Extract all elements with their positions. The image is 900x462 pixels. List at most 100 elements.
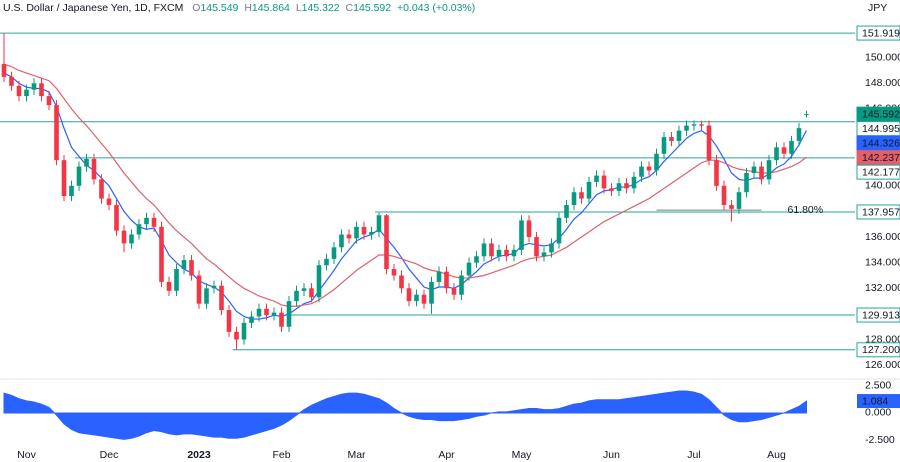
candle-body [24,89,29,97]
candle-body [31,83,37,90]
y-tick-label: 150.000 [865,51,900,63]
x-tick-label: Mar [347,449,366,461]
symbol-title: U.S. Dollar / Japanese Yen, 1D, FXCM [3,2,183,14]
candle-body [526,220,532,238]
candle-body [466,262,472,276]
candle-body [616,183,622,191]
candle-body [586,181,592,199]
candle-body [144,217,149,225]
candle-body [459,275,464,295]
candle-body [384,215,389,270]
header: U.S. Dollar / Japanese Yen, 1D, FXCM O14… [3,2,475,14]
price-label-box [856,204,900,220]
candle-body [226,310,232,332]
candle-body [676,130,682,141]
candle-body [699,124,704,126]
y-tick-label: 136.000 [865,231,900,243]
candle-body [744,172,749,193]
price-label-box [856,25,900,41]
low-value: 145.322 [302,2,340,14]
candle-body [166,281,172,291]
candle-body [361,226,367,235]
candle-body [189,260,194,276]
candle-body [234,331,239,340]
price-label: 144.995 [862,123,900,135]
high-value: 145.864 [252,2,290,14]
price-label: 129.913 [862,309,900,321]
price-label: 142.177 [862,166,900,178]
open-value: 145.549 [200,2,238,14]
price-label: 151.919 [862,27,900,39]
candle-body [99,179,104,199]
candle-body [1,64,7,77]
candle-body [294,290,299,302]
candle-body [219,285,224,311]
candle-body [151,217,157,227]
candle-body [196,275,202,304]
x-tick-label: Aug [767,449,786,461]
candle-body [129,234,134,244]
candle-body [421,294,427,304]
candle-body [429,281,434,304]
candle-body [639,166,644,177]
candle-body [54,105,59,161]
currency: JPY [868,2,887,14]
candle-body [601,175,607,189]
x-tick-label: Feb [272,449,290,461]
y-tick-label: 132.000 [865,282,900,294]
candle-body [76,166,82,186]
candle-body [376,215,382,232]
candle-body [781,147,787,154]
y-tick-label: 140.000 [865,180,900,192]
candle-body [249,316,254,323]
candle-body [399,275,404,289]
x-tick-label: Jul [687,449,700,461]
candle-body [714,160,719,186]
candle-body [729,205,734,209]
candle-body [91,158,97,180]
candle-body [594,175,599,182]
candle-body [159,226,164,282]
y-tick-label: 148.000 [865,77,900,89]
change: +0.043 (+0.03%) [397,2,475,14]
candle-body [414,294,419,302]
candle-body [496,249,502,257]
candle-body [174,269,179,291]
candle-body [46,96,52,106]
candle-body [339,234,344,248]
x-tick-label: Jun [603,449,620,461]
candle-body [736,192,742,209]
candle-body [684,125,689,131]
candle-body [691,124,697,126]
price-label-box [856,307,900,323]
candle-body [136,224,142,235]
candle-body [204,288,209,304]
candle-body [369,231,374,235]
high-label: H [244,2,252,14]
candle-body [661,137,667,154]
candle-body [121,230,127,244]
oscillator-area [3,390,807,440]
candle-body [256,308,262,317]
close-label: C [346,2,354,14]
y-tick-label: 0.000 [865,407,891,419]
candle-body [61,160,67,197]
candle-body [609,188,614,191]
candle-body [654,153,659,171]
oscillator-label: 1.084 [862,395,888,407]
y-tick-label: -2.500 [865,434,895,446]
open-label: O [192,2,200,14]
candle-body [646,166,652,171]
candle-body [271,312,277,316]
candle-body [181,260,187,270]
price-label: 142.237 [862,152,900,164]
candle-body [316,265,322,298]
candle-body [534,237,539,257]
y-tick-label: 126.000 [865,359,900,371]
x-tick-label: May [512,449,533,461]
candle-body [241,322,247,340]
candle-body [481,243,487,257]
candle-body [556,217,562,244]
fib-label: 61.80% [788,204,824,216]
